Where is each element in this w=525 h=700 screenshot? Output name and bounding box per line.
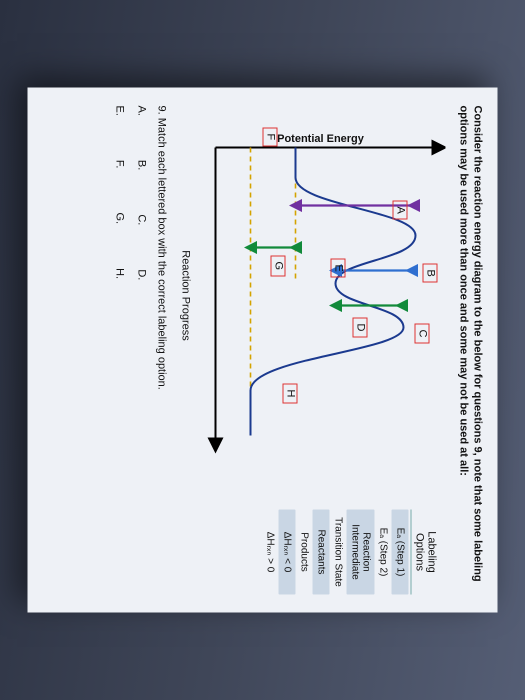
prompt-text: Consider the reaction energy diagram to … <box>456 106 484 595</box>
energy-curve <box>251 148 416 436</box>
answer-blank: F. <box>114 160 126 169</box>
question-9: 9. Match each lettered box with the corr… <box>156 106 168 595</box>
worksheet-page: Consider the reaction energy diagram to … <box>28 88 498 613</box>
prompt-line-2: options may be used more than once and s… <box>458 106 470 476</box>
options-header: Labeling Options <box>411 510 440 595</box>
energy-svg <box>196 106 446 486</box>
question-text: Match each lettered box with the correct… <box>156 118 168 390</box>
photo-background: Consider the reaction energy diagram to … <box>0 0 525 700</box>
x-axis-label: Reaction Progress <box>180 250 192 341</box>
answer-blank: E. <box>114 106 126 116</box>
prompt-line-1: Consider the reaction energy diagram to … <box>472 106 484 582</box>
question-number: 9. <box>156 106 168 115</box>
box-label-H: H <box>283 384 298 404</box>
labeling-options: Labeling Options Eₐ (Step 1)Eₐ (Step 2)R… <box>196 510 446 595</box>
box-label-G: G <box>271 256 286 277</box>
option-item: Reactants <box>313 510 330 595</box>
option-item: Eₐ (Step 2) <box>375 510 392 595</box>
box-label-C: C <box>415 324 430 344</box>
answer-blank: D. <box>136 269 148 280</box>
diagram-frame: A B C D E F G H <box>196 106 446 486</box>
box-label-F: F <box>263 128 278 147</box>
option-item: ΔHᵣₓₙ > 0 <box>262 510 279 595</box>
option-item: Transition State <box>330 510 347 595</box>
answer-row-1: A. B. C. D. <box>136 106 148 595</box>
option-item: Eₐ (Step 1) <box>392 510 409 595</box>
answer-blank: H. <box>114 268 126 279</box>
options-list: Eₐ (Step 1)Eₐ (Step 2)Reaction Intermedi… <box>262 510 409 595</box>
box-label-E: E <box>331 259 346 278</box>
content-row: Potential Energy <box>196 106 446 595</box>
option-item: Reaction Intermediate <box>347 510 375 595</box>
energy-diagram: Potential Energy <box>196 106 446 486</box>
answer-row-2: E. F. G. H. <box>114 106 126 595</box>
option-item: ΔHᵣₓₙ < 0 <box>279 510 296 595</box>
box-label-A: A <box>393 201 408 220</box>
answer-blank: G. <box>114 212 126 224</box>
answer-blank: B. <box>136 160 148 170</box>
box-label-B: B <box>423 264 438 283</box>
answer-blank: C. <box>136 214 148 225</box>
option-item: Products <box>296 510 313 595</box>
answer-blank: A. <box>136 106 148 116</box>
box-label-D: D <box>353 318 368 338</box>
dashed-lines <box>251 148 296 406</box>
